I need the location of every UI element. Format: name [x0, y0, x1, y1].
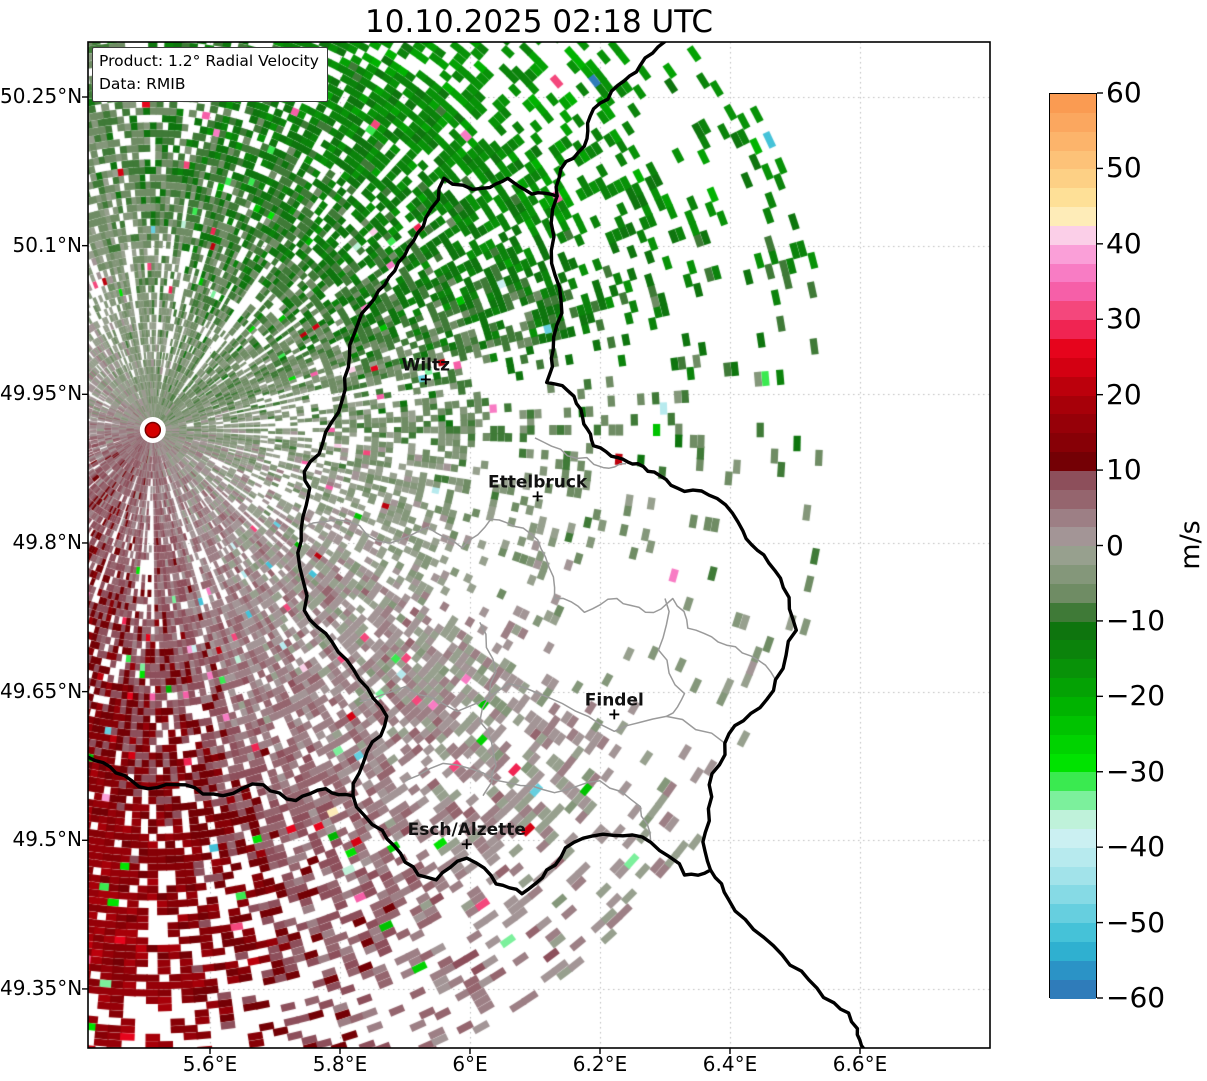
colorbar-band [1050, 207, 1096, 226]
radar-velocity-field [88, 42, 990, 1048]
product-info-box: Product: 1.2° Radial Velocity Data: RMIB [92, 47, 328, 102]
colorbar-band [1050, 452, 1096, 471]
colorbar-tick-label: 50 [1106, 151, 1142, 185]
colorbar-band [1050, 772, 1096, 792]
colorbar-tick-label: −60 [1106, 981, 1166, 1014]
colorbar-band [1050, 338, 1096, 358]
colorbar-units-label: m/s [1174, 520, 1206, 570]
lat-tick-label: 50.25°N [0, 84, 83, 108]
lon-tick-label: 6.6°E [832, 1052, 888, 1076]
colorbar-band [1050, 527, 1096, 547]
colorbar-tick-label: −10 [1106, 603, 1166, 637]
colorbar-band [1050, 376, 1096, 396]
colorbar-band [1050, 546, 1096, 566]
lat-tick-label: 49.5°N [12, 827, 83, 852]
colorbar-band [1050, 602, 1096, 622]
colorbar-tick-label: 40 [1106, 226, 1142, 260]
colorbar-band [1050, 753, 1096, 773]
colorbar-tick-label: −30 [1106, 754, 1166, 788]
colorbar-tick-label: 10 [1106, 453, 1142, 487]
colorbar-band [1050, 470, 1096, 490]
lon-tick-label: 5.8°E [312, 1052, 368, 1076]
colorbar-band [1050, 734, 1096, 754]
plot-title: 10.10.2025 02:18 UTC [365, 4, 713, 40]
colorbar-band [1050, 866, 1096, 886]
colorbar-band [1050, 263, 1096, 283]
colorbar-tick-label: −20 [1106, 679, 1166, 713]
colorbar-band [1050, 357, 1096, 377]
lon-tick-label: 6°E [452, 1052, 488, 1076]
colorbar-band [1050, 433, 1096, 453]
colorbar-band [1050, 131, 1096, 151]
colorbar-bands [1050, 94, 1096, 999]
colorbar-band [1050, 583, 1096, 603]
colorbar-band [1050, 112, 1096, 132]
lon-tick-label: 5.6°E [182, 1052, 238, 1076]
colorbar-band [1050, 678, 1096, 697]
colorbar-tick-label: 60 [1106, 76, 1142, 109]
colorbar-band [1050, 640, 1096, 660]
colorbar-tick-label: −40 [1106, 830, 1166, 864]
colorbar-band [1050, 414, 1096, 434]
colorbar-band [1050, 791, 1096, 811]
colorbar-band [1050, 697, 1096, 716]
colorbar-band [1050, 489, 1096, 509]
colorbar-band [1050, 659, 1096, 679]
colorbar-band [1050, 979, 1096, 999]
colorbar [1049, 93, 1097, 999]
product-label: Product: 1.2° Radial Velocity [99, 52, 319, 70]
colorbar-band [1050, 715, 1096, 735]
colorbar-band [1050, 244, 1096, 264]
colorbar-band [1050, 188, 1096, 208]
colorbar-band [1050, 828, 1096, 848]
colorbar-band [1050, 320, 1096, 339]
lon-tick-label: 6.2°E [572, 1052, 628, 1076]
colorbar-band [1050, 904, 1096, 924]
data-source-label: Data: RMIB [99, 75, 186, 94]
colorbar-tick-label: 0 [1106, 528, 1124, 562]
colorbar-band [1050, 301, 1096, 321]
colorbar-tick-label: 20 [1106, 377, 1142, 411]
colorbar-band [1050, 94, 1096, 113]
colorbar-tick-label: −50 [1106, 905, 1166, 939]
lat-tick-label: 49.8°N [12, 529, 83, 554]
lat-tick-label: 49.95°N [0, 381, 83, 406]
colorbar-band [1050, 150, 1096, 170]
colorbar-band [1050, 941, 1096, 961]
colorbar-band [1050, 169, 1096, 189]
colorbar-band [1050, 847, 1096, 867]
colorbar-band [1050, 282, 1096, 302]
colorbar-band [1050, 565, 1096, 584]
colorbar-tick-label: 30 [1106, 302, 1142, 336]
lon-tick-label: 6.4°E [702, 1052, 758, 1076]
lat-tick-label: 50.1°N [12, 232, 83, 257]
colorbar-band [1050, 810, 1096, 829]
lat-tick-label: 49.65°N [0, 678, 83, 703]
colorbar-band [1050, 225, 1096, 245]
colorbar-band [1050, 395, 1096, 415]
colorbar-band [1050, 960, 1096, 980]
colorbar-band [1050, 885, 1096, 905]
lat-tick-label: 49.35°N [0, 975, 83, 1000]
colorbar-band [1050, 621, 1096, 641]
colorbar-band [1050, 923, 1096, 942]
colorbar-band [1050, 508, 1096, 528]
